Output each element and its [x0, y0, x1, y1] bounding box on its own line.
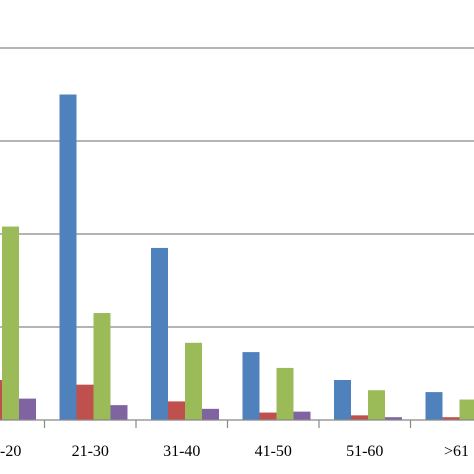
- bar-series-3-41-50: [276, 367, 294, 420]
- x-tick-label: 21-30: [72, 443, 109, 460]
- bar-series-1-41-50: [242, 352, 260, 420]
- x-tick-label: 31-40: [163, 443, 200, 460]
- x-axis: [0, 419, 474, 428]
- bar-series-4-51-60: [385, 417, 402, 420]
- x-tick-label: -20: [0, 443, 21, 460]
- bar-series-3-21-30: [93, 313, 111, 420]
- bar-series-1-21-30: [59, 94, 77, 420]
- bars: [0, 94, 474, 420]
- bar-series-4-21-30: [110, 405, 128, 420]
- bar-series-3-31-40: [185, 342, 202, 420]
- bar-series-2-51-60: [351, 415, 368, 420]
- bar-series-2-11-20: [0, 380, 2, 420]
- bar-series-4-31-40: [202, 408, 219, 420]
- bar-series-1-31-40: [151, 247, 168, 420]
- bar-series-2->61: [442, 417, 460, 420]
- x-tick-labels: -20 21-30 31-40 41-50 51-60 >61: [0, 443, 469, 460]
- bar-series-1-51-60: [334, 380, 351, 420]
- x-tick-label: 51-60: [346, 443, 383, 460]
- bar-series-3->61: [459, 399, 474, 420]
- bar-series-2-31-40: [168, 401, 185, 420]
- x-tick-label: 41-50: [255, 443, 292, 460]
- bar-series-4-11-20: [19, 398, 36, 420]
- gridlines: [0, 47, 474, 328]
- bar-series-3-51-60: [368, 390, 385, 420]
- bar-series-4-41-50: [293, 411, 311, 420]
- bar-series-3-11-20: [2, 226, 19, 420]
- bar-series-1->61: [425, 392, 443, 420]
- bar-series-2-41-50: [259, 412, 277, 420]
- x-tick-label: >61: [444, 443, 469, 460]
- bar-series-2-21-30: [76, 384, 94, 420]
